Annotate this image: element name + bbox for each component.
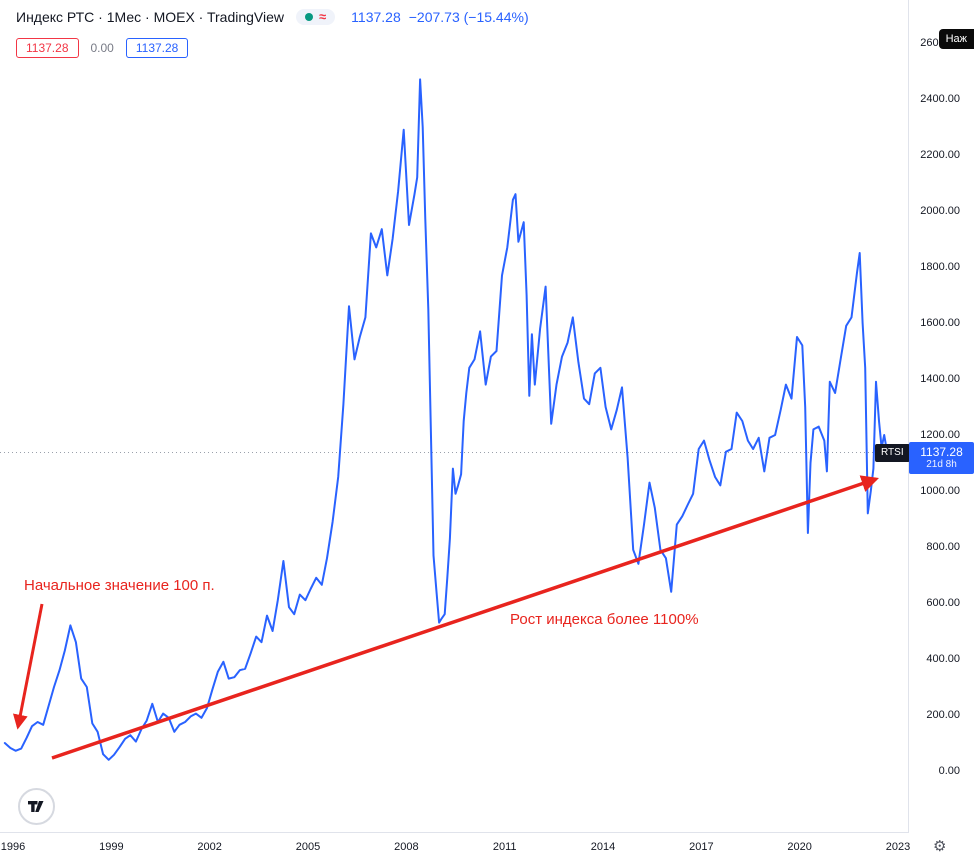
header-price-change: 1137.28 −207.73 (−15.44%) [351,9,528,25]
symbol-title[interactable]: Индекс РТС · 1Мес · MOEX · TradingView [16,9,285,25]
time-axis-label: 2017 [689,841,714,853]
red-price-badge[interactable]: 1137.28 [16,38,79,58]
price-axis-label: 1000.00 [920,485,960,497]
price-axis[interactable]: 2600.002400.002200.002000.001800.001600.… [909,0,974,832]
axis-tag-countdown: 21d 8h [926,458,957,470]
chart-plot-area[interactable]: Начальное значение 100 п. Рост индекса б… [0,0,909,833]
chart-legend-header: Индекс РТС · 1Мес · MOEX · TradingView ≈… [16,9,529,25]
price-axis-label: 1600.00 [920,317,960,329]
price-axis-label: 2000.00 [920,205,960,217]
delayed-data-approx-icon: ≈ [319,9,327,24]
time-axis-label: 2011 [492,841,517,853]
chart-canvas [0,78,908,761]
header-change: −207.73 (−15.44%) [408,9,529,25]
annotation-start-value[interactable]: Начальное значение 100 п. [24,577,215,594]
price-axis-label: 2200.00 [920,149,960,161]
tradingview-logo[interactable] [18,788,55,825]
axis-tag-price: 1137.28 [920,444,963,459]
price-axis-label: 2400.00 [920,93,960,105]
time-axis-label: 2014 [590,841,616,853]
price-axis-label: 0.00 [938,765,960,777]
price-axis-label: 1800.00 [920,261,960,273]
axis-corner: ⚙ [909,833,974,863]
spread-value: 0.00 [90,41,114,55]
start-value-arrow-drawing[interactable] [12,603,44,730]
price-axis-label: 200.00 [926,709,960,721]
last-price-axis-tag[interactable]: 1137.28 21d 8h [909,441,974,474]
tradingview-logo-icon [27,800,43,812]
top-right-tooltip[interactable]: Наж [938,29,974,49]
price-series-line [3,78,889,761]
market-status-dot-icon [305,13,314,21]
symbol-axis-tag: RTSI [875,443,910,462]
time-axis-label: 1999 [99,841,124,853]
time-axis[interactable]: 1996 1999 2002 2005 2008 2011 2014 2017 2020 2023 [0,833,911,863]
trendline-arrow-drawing[interactable] [51,475,879,760]
time-axis-label: 1996 [0,841,26,853]
header-last-price: 1137.28 [351,9,401,25]
time-axis-label: 2005 [295,841,321,853]
annotation-growth[interactable]: Рост индекса более 1100% [510,611,699,628]
time-axis-label: 2002 [197,841,222,853]
settings-gear-icon[interactable]: ⚙ [933,838,947,855]
time-axis-label: 2020 [787,841,812,853]
price-axis-label: 800.00 [926,541,960,553]
price-badges-row: 1137.28 0.00 1137.28 [16,38,189,58]
price-axis-label: 1200.00 [920,429,960,441]
price-axis-label: 600.00 [926,597,960,609]
time-axis-label: 2023 [885,841,911,853]
blue-price-badge[interactable]: 1137.28 [125,38,189,58]
time-axis-label: 2008 [394,841,419,853]
price-axis-label: 400.00 [926,653,960,665]
price-axis-label: 1400.00 [920,373,960,385]
data-status-pill[interactable]: ≈ [296,9,336,25]
